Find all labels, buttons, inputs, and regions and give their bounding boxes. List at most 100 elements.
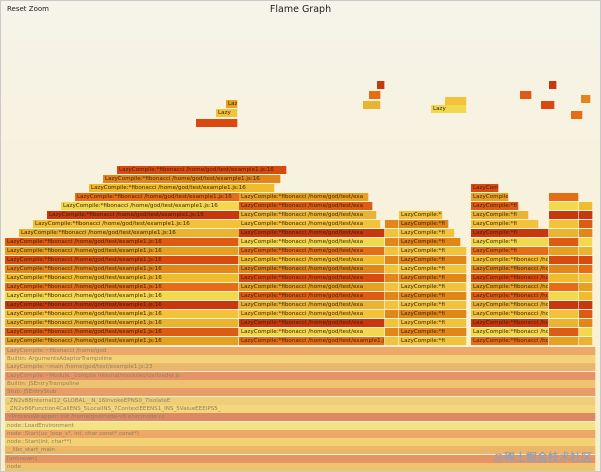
flame-frame[interactable] (196, 119, 238, 127)
flame-frame[interactable] (549, 319, 579, 327)
flame-frame[interactable]: LazyCompile:*fibonacci /home/god/test/ex… (61, 202, 263, 210)
flame-frame[interactable] (579, 310, 593, 318)
flame-frame[interactable]: LazyCompile:~fibonacci /home/god (5, 346, 596, 355)
flame-frame[interactable] (549, 265, 579, 273)
flame-frame[interactable]: LazyCompile:*fibonacci /home/god/test/ex… (33, 220, 251, 228)
flame-frame[interactable] (579, 301, 593, 309)
flame-frame[interactable] (385, 247, 399, 255)
flame-frame[interactable]: LazyCompile:*fibonacci /home/god/test/ex… (5, 283, 239, 291)
flame-frame[interactable] (385, 274, 399, 282)
flame-frame[interactable] (579, 328, 593, 336)
flame-frame[interactable]: LazyCompile:*fi (399, 229, 455, 237)
flame-frame[interactable]: LazyCompile:*fi (399, 337, 467, 345)
flame-frame[interactable] (549, 328, 579, 336)
flame-frame[interactable] (377, 81, 385, 89)
flame-frame[interactable] (549, 193, 579, 201)
flame-frame[interactable]: LazyCompile:*fibonacci /home/god/test/ex… (5, 265, 239, 273)
flame-frame[interactable] (579, 229, 593, 237)
flame-frame[interactable] (549, 283, 579, 291)
flame-frame[interactable]: LazyCompile:*fi (399, 328, 467, 336)
flame-frame[interactable]: LazyCompile:*fibonacci /home/god/test/ex… (239, 301, 385, 309)
flame-frame[interactable]: LazyCompile:*fibonacci /home/god/test/ex… (239, 229, 385, 237)
flame-frame[interactable] (549, 81, 557, 89)
flame-frame[interactable]: LazyCompile:*fibonacci /home/god/test/ex… (5, 292, 239, 300)
flame-frame[interactable]: LazyCompile:~main /home/god/test/example… (5, 363, 596, 372)
flame-frame[interactable]: LazyCompile:*fibonacci /home/god/test/ex… (471, 310, 549, 318)
flame-frame[interactable] (579, 220, 593, 228)
flame-frame[interactable]: LazyCompile:*fi (399, 283, 467, 291)
flame-frame[interactable] (385, 265, 399, 273)
flame-frame[interactable] (385, 292, 399, 300)
flame-frame[interactable] (445, 97, 467, 105)
flame-frame[interactable]: LazyCompile:*fibonacci /home/god/test/ex… (239, 337, 385, 345)
flame-frame[interactable] (581, 95, 591, 103)
flame-frame[interactable]: LazyCompile:*fi (399, 301, 467, 309)
flame-frame[interactable] (385, 310, 399, 318)
flame-frame[interactable]: Lazy (431, 105, 467, 113)
flame-frame[interactable]: LazyCompile:*fi (399, 238, 461, 246)
flame-frame[interactable]: LazyCompile:*fibonacci /home/god/test/ex… (471, 337, 549, 345)
flame-frame[interactable]: LazyCompile:*fibonacci /home/god/test/ex… (471, 292, 549, 300)
flame-frame[interactable]: LazyCompile:*fibonacci /home/god/test/ex… (5, 238, 239, 246)
flame-frame[interactable]: LazyCompile:*fibonacci /home/god/test/ex… (239, 283, 385, 291)
flame-frame[interactable] (549, 256, 579, 264)
flame-frame[interactable] (579, 256, 593, 264)
flame-frame[interactable]: LazyCompile:*fibonacci /home/god/test/ex… (103, 175, 281, 183)
flame-frame[interactable]: node::LoadEnvironment (5, 421, 596, 430)
flame-frame[interactable]: LazyCompile:*fibonacci /home/god/test/ex… (5, 274, 239, 282)
flame-frame[interactable]: LazyCompile:*fibonacci /home/god/test/ex… (471, 301, 549, 309)
flame-frame[interactable] (363, 101, 381, 109)
flame-frame[interactable] (385, 283, 399, 291)
flame-frame[interactable] (579, 238, 593, 246)
flame-frame[interactable]: LazyCompile:*fi (471, 238, 549, 246)
flame-frame[interactable]: LazyCompile:*fibonacci /home/god/test/ex… (117, 166, 287, 174)
flame-frame[interactable]: Lazy (226, 100, 238, 108)
flame-frame[interactable]: Lazy (216, 109, 238, 117)
flame-frame[interactable]: LazyCompile:*fi (471, 247, 549, 255)
flame-frame[interactable] (579, 247, 593, 255)
flame-frame[interactable] (549, 301, 579, 309)
flame-frame[interactable]: LazyCompile:*fibonacci /home/god/test/ex… (239, 265, 385, 273)
flame-frame[interactable]: LazyCompile:*fibonacci /home/god/test/ex… (89, 184, 275, 192)
flame-frame[interactable] (385, 238, 399, 246)
flame-frame[interactable] (579, 319, 593, 327)
flame-frame[interactable]: LazyCompile:*fibonacci /home/god/test/ex… (239, 247, 385, 255)
flame-frame[interactable]: LazyCompile:*fi (471, 184, 499, 192)
flame-frame[interactable]: LazyCompile:*fibonacci /home/god/test/ex… (5, 301, 239, 309)
flame-frame[interactable]: LazyCompile:*fi (399, 265, 467, 273)
reset-zoom-button[interactable]: Reset Zoom (7, 5, 49, 13)
flame-frame[interactable] (385, 220, 399, 228)
flame-frame[interactable] (549, 211, 579, 219)
flame-frame[interactable] (541, 101, 555, 109)
flame-frame[interactable] (385, 256, 399, 264)
flame-frame[interactable] (579, 274, 593, 282)
flame-frame[interactable]: LazyCompile:*fi (471, 202, 519, 210)
flame-frame[interactable] (520, 91, 532, 99)
flame-frame[interactable]: _ZN2v86Function4CallENS_5LocalINS_7Conte… (5, 404, 596, 413)
flame-frame[interactable]: LazyCompile:*fibonacci /home/god/test/ex… (239, 256, 385, 264)
flame-frame[interactable]: LazyCompile:*fibonacci /home/god/test/ex… (19, 229, 245, 237)
flame-frame[interactable]: LazyCompile:*fibonacci /home/god/test/ex… (5, 337, 239, 345)
flame-frame[interactable] (549, 310, 579, 318)
flame-frame[interactable]: LazyCompile:~Module._compile internal/mo… (5, 371, 596, 380)
flame-frame[interactable]: LazyCompile:*fibonacci /home/god/test/ex… (471, 319, 549, 327)
flame-frame[interactable]: LazyCompile:*fibonacci /home/god/test/ex… (239, 193, 369, 201)
flame-frame[interactable] (549, 292, 579, 300)
flame-frame[interactable]: LazyCompile:*fibonacci /home/god/test/ex… (239, 211, 377, 219)
flame-frame[interactable]: Builtin: JSEntryTrampoline (5, 380, 596, 388)
flame-frame[interactable]: node::Start(int, char**) (5, 438, 596, 447)
flame-frame[interactable]: LazyCompile:*fibonacci /home/god/test/ex… (5, 247, 239, 255)
flame-frame[interactable] (369, 91, 381, 99)
flame-frame[interactable] (579, 211, 593, 219)
flame-frame[interactable] (579, 283, 593, 291)
flame-frame[interactable] (549, 229, 579, 237)
flame-frame[interactable]: node (5, 463, 596, 471)
flame-frame[interactable]: LazyCompile:*fi (399, 310, 467, 318)
flame-frame[interactable]: LazyCompile:*fi (399, 256, 467, 264)
flame-frame[interactable]: __libc_start_main (5, 446, 596, 455)
flame-frame[interactable]: [unknown] (5, 454, 596, 463)
flame-frame[interactable]: LazyCompile:*fibonacci /home/god/test/ex… (239, 238, 385, 246)
flame-frame[interactable]: LazyCompile:*fi (471, 211, 529, 219)
flame-frame[interactable] (549, 202, 579, 210)
flame-frame[interactable]: LazyCompile:*fibonacci /home/god/test/ex… (239, 220, 381, 228)
